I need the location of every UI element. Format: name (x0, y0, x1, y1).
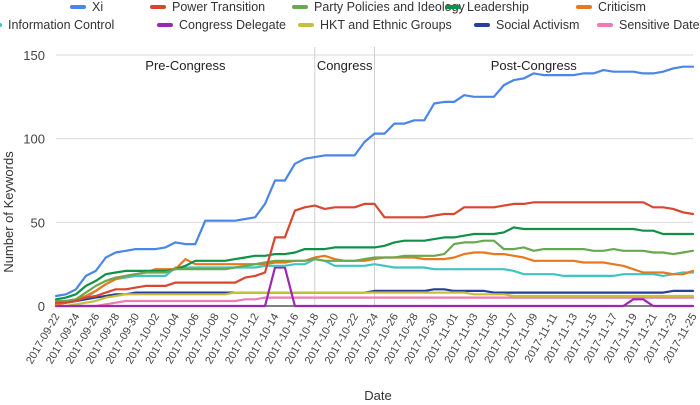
y-axis-title: Number of Keywords (1, 151, 16, 273)
series-line-criticism (54, 251, 695, 306)
y-tick-label: 0 (38, 299, 45, 314)
legend: Xi Power Transition Party Policies and Ide… (0, 0, 700, 32)
legend-label-xi: Xi (92, 0, 103, 14)
series-line-sensitive-date (54, 296, 695, 308)
series-line-leadership (54, 226, 695, 301)
legend-swatch-social-activism (474, 23, 490, 27)
legend-swatch-party-policies-and-ideology (292, 5, 308, 9)
x-axis-ticks: 2017-09-222017-09-242017-09-262017-09-28… (24, 312, 700, 367)
legend-swatch-hkt-and-ethnic-groups (298, 23, 314, 27)
y-tick-label: 50 (31, 215, 45, 230)
x-axis-title: Date (364, 388, 391, 403)
legend-label-criticism: Criticism (598, 0, 646, 14)
legend-label-party-policies-and-ideology: Party Policies and Ideology (314, 0, 466, 14)
legend-label-social-activism: Social Activism (496, 18, 579, 32)
legend-label-congress-delegate: Congress Delegate (179, 18, 286, 32)
y-tick-label: 150 (23, 48, 45, 63)
series-line-social-activism (54, 288, 695, 306)
legend-swatch-xi (70, 5, 86, 9)
series-lines (54, 65, 695, 308)
series-line-congress-delegate (54, 266, 695, 308)
series-line-hkt-and-ethnic-groups (54, 291, 695, 308)
legend-label-leadership: Leadership (467, 0, 529, 14)
phase-label-post-congress: Post-Congress (491, 58, 577, 73)
legend-swatch-criticism (576, 5, 592, 9)
legend-label-sensitive-date: Sensitive Date (619, 18, 700, 32)
legend-swatch-power-transition (150, 5, 166, 9)
phase-separators: Pre-Congress Congress Post-Congress (145, 47, 577, 306)
legend-label-power-transition: Power Transition (172, 0, 265, 14)
phase-label-pre-congress: Pre-Congress (145, 58, 226, 73)
phase-label-congress: Congress (317, 58, 373, 73)
y-tick-label: 100 (23, 132, 45, 147)
series-line-party-policies-and-ideology (54, 239, 695, 303)
series-line-power-transition (54, 201, 695, 304)
legend-swatch-congress-delegate (157, 23, 173, 27)
y-axis-ticks: 0 50 100 150 (23, 48, 45, 314)
series-line-xi (54, 65, 695, 298)
legend-label-information-control: Information Control (8, 18, 114, 32)
legend-swatch-sensitive-date (597, 23, 613, 27)
legend-swatch-information-control (0, 23, 2, 27)
legend-swatch-leadership (445, 5, 461, 9)
legend-label-hkt-and-ethnic-groups: HKT and Ethnic Groups (320, 18, 452, 32)
series-line-information-control (54, 258, 695, 304)
